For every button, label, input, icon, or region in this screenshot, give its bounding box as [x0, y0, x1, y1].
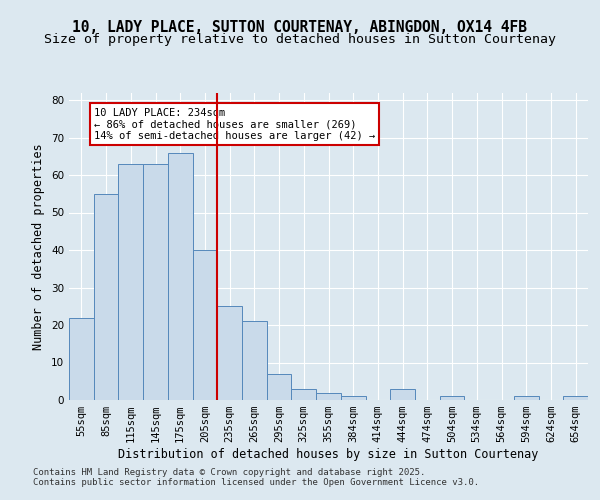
- Bar: [563, 396, 588, 400]
- Bar: [118, 164, 143, 400]
- Y-axis label: Number of detached properties: Number of detached properties: [32, 143, 46, 350]
- Bar: [69, 318, 94, 400]
- Bar: [316, 392, 341, 400]
- Text: Contains HM Land Registry data © Crown copyright and database right 2025.: Contains HM Land Registry data © Crown c…: [33, 468, 425, 477]
- Bar: [292, 389, 316, 400]
- Bar: [267, 374, 292, 400]
- Bar: [242, 322, 267, 400]
- Text: Contains public sector information licensed under the Open Government Licence v3: Contains public sector information licen…: [33, 478, 479, 487]
- Text: 10, LADY PLACE, SUTTON COURTENAY, ABINGDON, OX14 4FB: 10, LADY PLACE, SUTTON COURTENAY, ABINGD…: [73, 20, 527, 35]
- Bar: [217, 306, 242, 400]
- Bar: [94, 194, 118, 400]
- Bar: [168, 152, 193, 400]
- Bar: [514, 396, 539, 400]
- X-axis label: Distribution of detached houses by size in Sutton Courtenay: Distribution of detached houses by size …: [118, 448, 539, 461]
- Bar: [390, 389, 415, 400]
- Text: Size of property relative to detached houses in Sutton Courtenay: Size of property relative to detached ho…: [44, 34, 556, 46]
- Bar: [143, 164, 168, 400]
- Bar: [341, 396, 365, 400]
- Text: 10 LADY PLACE: 234sqm
← 86% of detached houses are smaller (269)
14% of semi-det: 10 LADY PLACE: 234sqm ← 86% of detached …: [94, 108, 375, 140]
- Bar: [440, 396, 464, 400]
- Bar: [193, 250, 217, 400]
